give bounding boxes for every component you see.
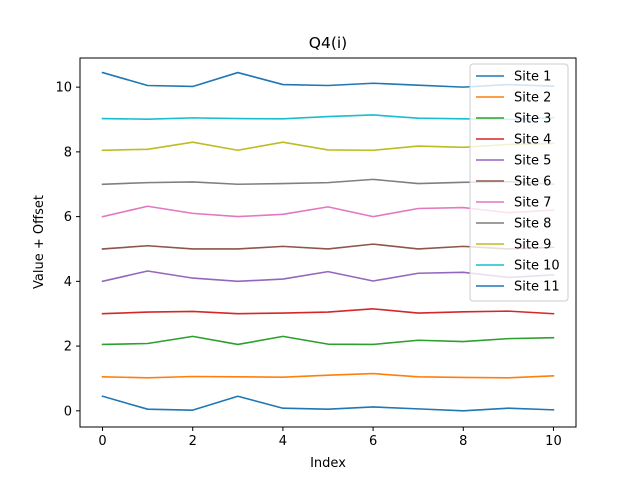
legend-box bbox=[469, 63, 569, 302]
chart-title: Q4(i) bbox=[309, 34, 347, 52]
y-tick-label: 6 bbox=[64, 210, 72, 225]
y-tick-label: 8 bbox=[64, 145, 72, 160]
legend-label: Site 7 bbox=[514, 196, 551, 211]
y-tick-label: 2 bbox=[64, 340, 72, 355]
legend-label: Site 2 bbox=[514, 91, 551, 106]
legend-label: Site 10 bbox=[514, 259, 560, 274]
legend-label: Site 8 bbox=[514, 217, 551, 232]
axis-ticks: 0 2 4 6 8 10 0 2 4 6 8 10 bbox=[55, 81, 561, 449]
plot-frame bbox=[79, 57, 577, 428]
x-tick-label: 6 bbox=[369, 434, 377, 449]
legend-label: Site 1 bbox=[514, 70, 551, 85]
legend-label: Site 4 bbox=[514, 133, 551, 148]
y-tick-label: 0 bbox=[64, 404, 72, 419]
x-tick-label: 10 bbox=[545, 434, 562, 449]
legend-label: Site 9 bbox=[514, 238, 551, 253]
series-line-4 bbox=[101, 308, 555, 315]
legend-label: Site 5 bbox=[514, 154, 551, 169]
x-tick-label: 0 bbox=[98, 434, 106, 449]
y-axis-label: Value + Offset bbox=[32, 195, 47, 289]
legend-label: Site 6 bbox=[514, 175, 551, 190]
legend-label: Site 3 bbox=[514, 112, 551, 127]
y-tick-label: 4 bbox=[64, 275, 72, 290]
series-line-3 bbox=[101, 335, 555, 346]
legend: Site 1 Site 2 Site 3 Site 4 Site 5 Site 6 Site… bbox=[469, 63, 569, 302]
x-tick-label: 4 bbox=[279, 434, 287, 449]
legend-label: Site 11 bbox=[514, 280, 560, 295]
x-tick-label: 8 bbox=[459, 434, 467, 449]
x-axis-label: Index bbox=[310, 456, 346, 471]
series-line-1 bbox=[101, 395, 555, 412]
y-tick-label: 10 bbox=[55, 81, 72, 96]
series-line-2 bbox=[101, 372, 555, 379]
x-tick-label: 2 bbox=[189, 434, 197, 449]
